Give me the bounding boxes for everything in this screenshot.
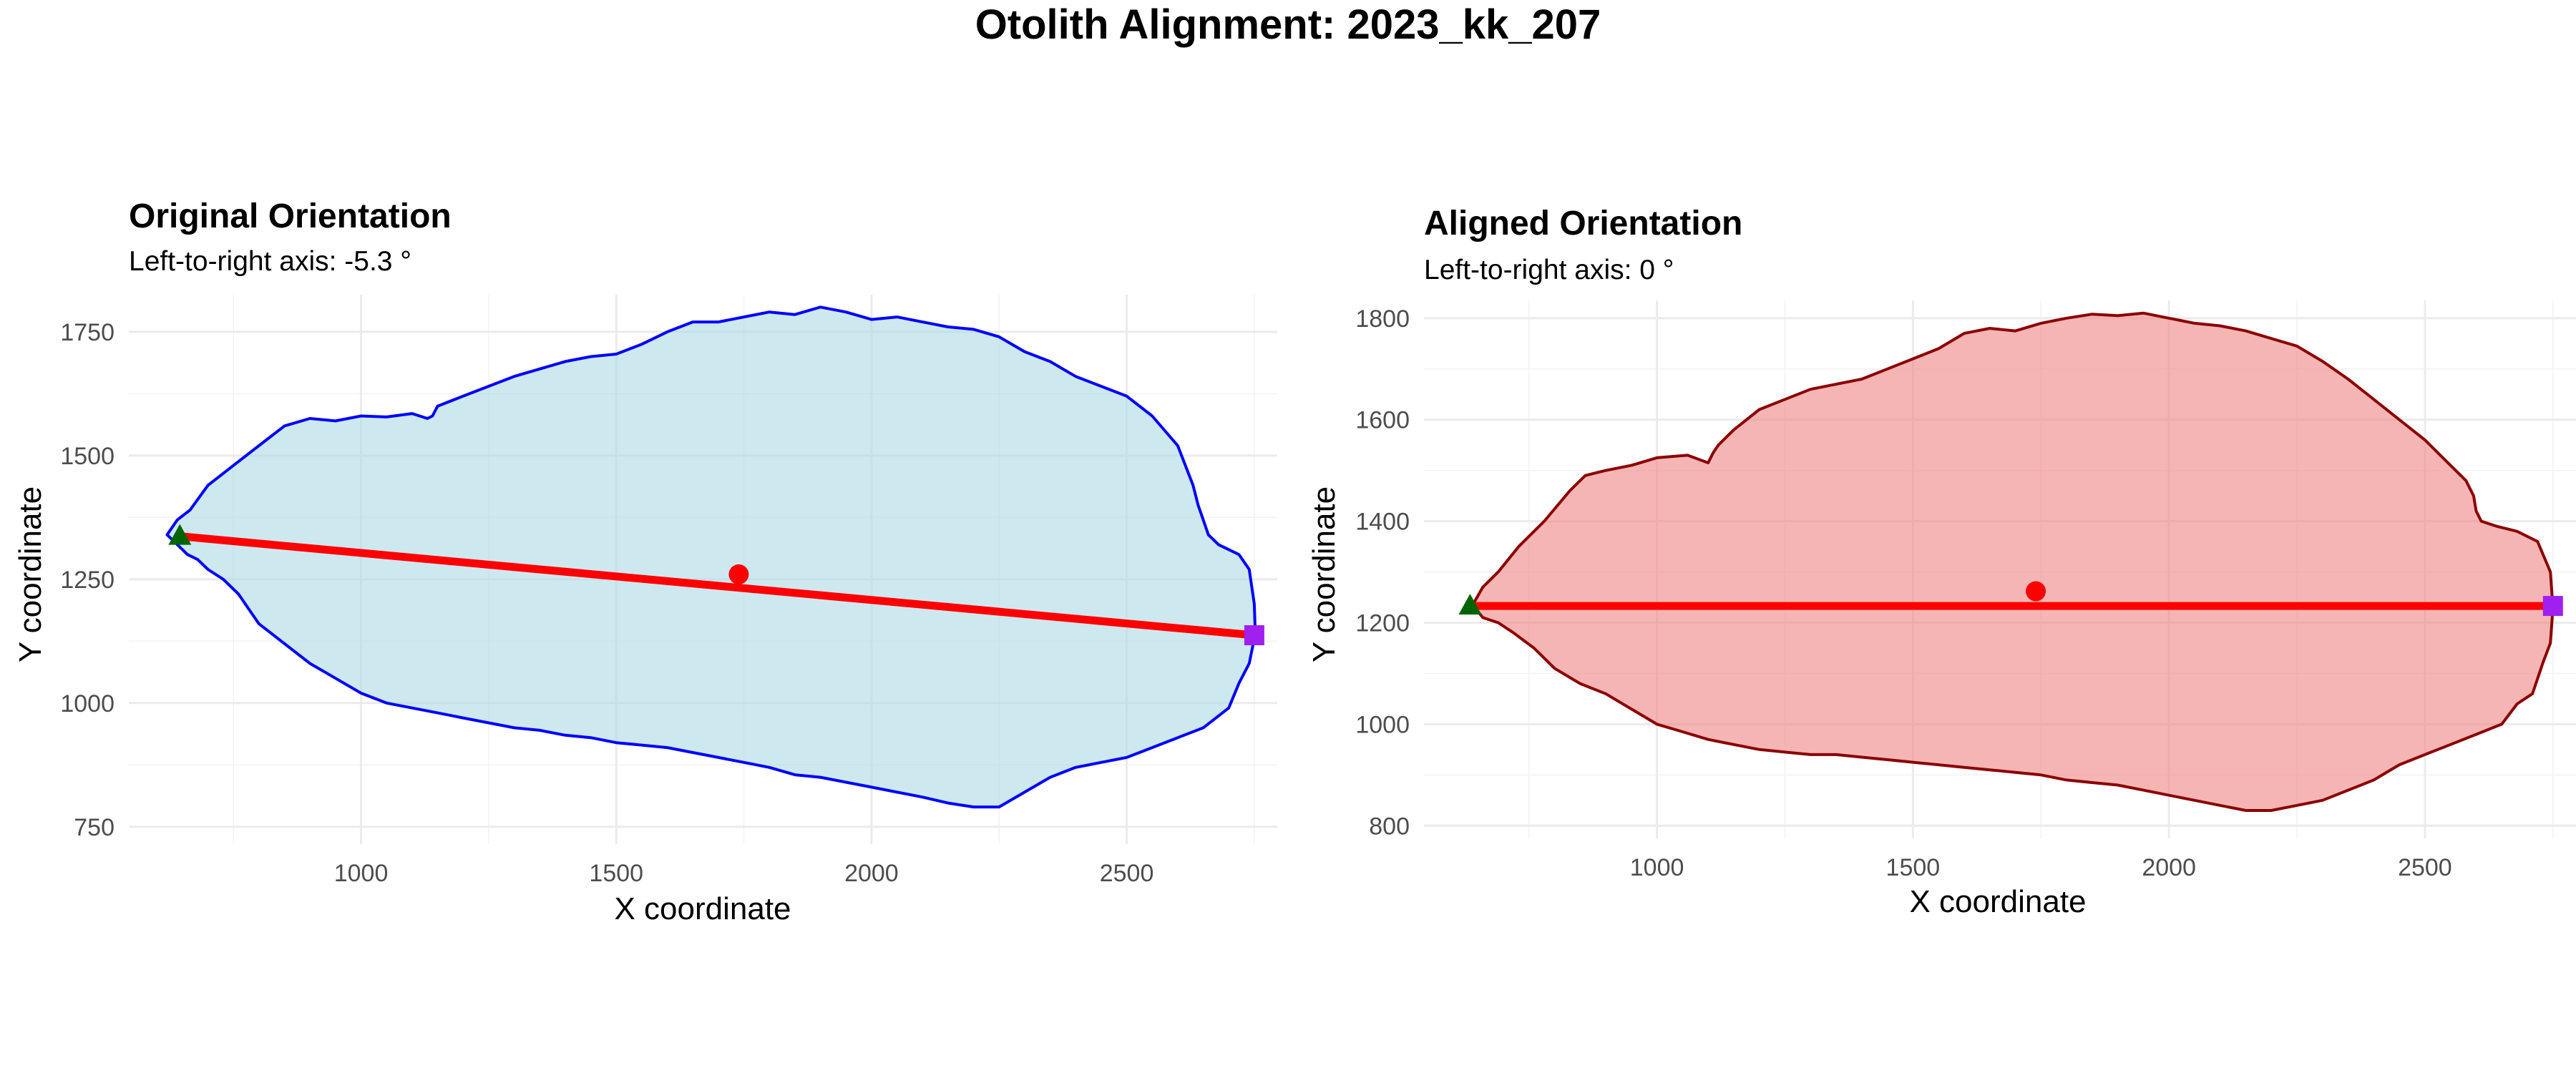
right-point-square xyxy=(2542,596,2563,617)
y-tick-label: 1000 xyxy=(1355,711,1410,738)
y-axis-title: Y coordinate xyxy=(1307,486,1342,662)
y-tick-label: 800 xyxy=(1369,813,1410,840)
x-tick-label: 1000 xyxy=(334,860,389,887)
centroid-point xyxy=(2026,581,2046,602)
x-tick-label: 2500 xyxy=(1100,860,1154,887)
panel-subtitle: Left-to-right axis: 0 ° xyxy=(1424,255,1674,285)
right-point-square xyxy=(1244,625,1264,646)
x-tick-label: 1000 xyxy=(1630,854,1684,881)
panel-subtitle: Left-to-right axis: -5.3 ° xyxy=(129,246,411,277)
y-tick-label: 1600 xyxy=(1355,407,1410,434)
panel-aligned: Aligned Orientation Left-to-right axis: … xyxy=(1307,205,2576,919)
y-tick-label: 1750 xyxy=(60,319,114,346)
x-tick-label: 2500 xyxy=(2398,854,2452,881)
centroid-point xyxy=(728,564,749,584)
y-tick-labels: 750 1000 1250 1500 1750 xyxy=(60,319,114,841)
x-tick-labels: 1000 1500 2000 2500 xyxy=(1630,854,2452,881)
y-tick-label: 1800 xyxy=(1355,305,1410,333)
figure-title: Otolith Alignment: 2023_kk_207 xyxy=(975,1,1601,48)
left-point-triangle xyxy=(1458,594,1482,615)
x-tick-label: 1500 xyxy=(1886,854,1941,881)
y-tick-label: 750 xyxy=(74,814,114,841)
y-tick-label: 1500 xyxy=(60,443,114,470)
x-axis-title: X coordinate xyxy=(614,891,791,926)
x-tick-labels: 1000 1500 2000 2500 xyxy=(334,860,1154,887)
x-axis-title: X coordinate xyxy=(1909,884,2086,919)
y-tick-label: 1250 xyxy=(60,567,114,594)
left-point-triangle xyxy=(168,524,192,545)
panel-original: Original Orientation Left-to-right axis:… xyxy=(13,197,1277,926)
otolith-outline xyxy=(165,305,1257,809)
y-tick-labels: 800 1000 1200 1400 1600 1800 xyxy=(1355,305,1410,840)
otolith-outline xyxy=(1471,311,2555,812)
y-tick-label: 1400 xyxy=(1355,509,1410,536)
y-tick-label: 1200 xyxy=(1355,609,1410,637)
x-tick-label: 2000 xyxy=(844,860,899,887)
plot-layer xyxy=(165,305,1264,809)
y-tick-label: 1000 xyxy=(60,690,114,717)
plot-layer xyxy=(1458,311,2563,812)
panel-title: Original Orientation xyxy=(129,197,452,235)
left-right-axis-line xyxy=(179,532,1255,640)
panel-title: Aligned Orientation xyxy=(1424,205,1742,242)
x-tick-label: 2000 xyxy=(2142,854,2196,881)
x-tick-label: 1500 xyxy=(589,860,643,887)
y-axis-title: Y coordinate xyxy=(13,486,48,662)
